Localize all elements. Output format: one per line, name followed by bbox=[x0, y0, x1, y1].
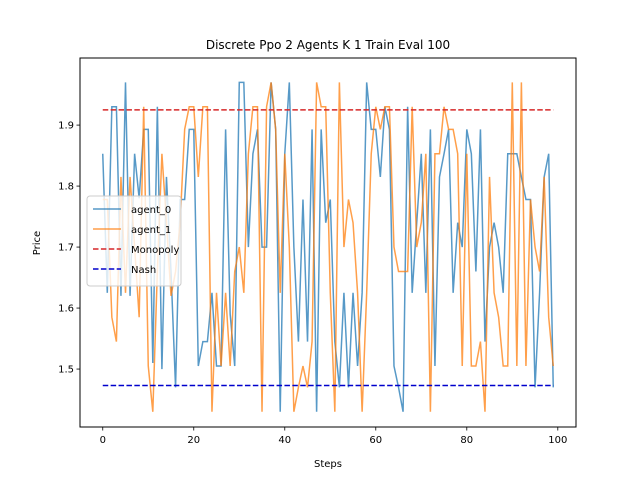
x-tick-label: 40 bbox=[278, 435, 291, 446]
legend-box bbox=[86, 195, 182, 287]
legend-label-agent-1: agent_1 bbox=[131, 225, 171, 236]
y-tick-label: 1.7 bbox=[58, 243, 74, 254]
y-axis-label: Price bbox=[32, 231, 43, 255]
x-tick-label: 100 bbox=[548, 435, 567, 446]
x-tick-label: 80 bbox=[460, 435, 473, 446]
y-tick-label: 1.9 bbox=[58, 121, 74, 132]
x-tick-label: 20 bbox=[187, 435, 200, 446]
x-tick-label: 0 bbox=[100, 435, 106, 446]
legend-label-agent-0: agent_0 bbox=[131, 205, 171, 216]
x-tick-label: 60 bbox=[369, 435, 382, 446]
x-axis: 0 20 40 60 80 100 bbox=[100, 427, 567, 446]
y-tick-label: 1.5 bbox=[58, 365, 74, 376]
plot-frame bbox=[79, 57, 577, 428]
legend-label-nash: Nash bbox=[131, 265, 156, 276]
y-tick-label: 1.6 bbox=[58, 304, 74, 315]
legend: agent_0 agent_1 Monopoly Nash bbox=[86, 195, 182, 287]
legend-label-monopoly: Monopoly bbox=[131, 245, 179, 256]
x-axis-label: Steps bbox=[314, 459, 342, 470]
y-axis: 1.5 1.6 1.7 1.8 1.9 bbox=[58, 121, 80, 376]
chart-title: Discrete Ppo 2 Agents K 1 Train Eval 100 bbox=[206, 38, 450, 52]
y-tick-label: 1.8 bbox=[58, 182, 74, 193]
